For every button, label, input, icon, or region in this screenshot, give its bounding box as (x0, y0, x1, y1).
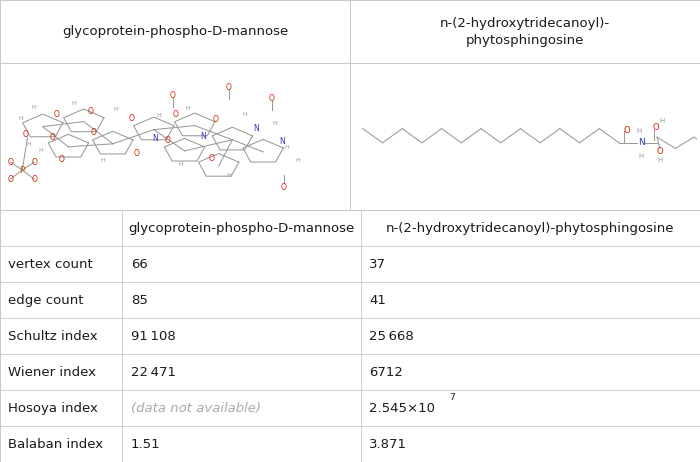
Text: O: O (209, 154, 215, 164)
Text: H: H (71, 101, 76, 106)
Text: 2.545×10: 2.545×10 (369, 401, 435, 414)
Text: H: H (186, 106, 190, 111)
Text: Schultz index: Schultz index (8, 329, 98, 343)
Text: glycoprotein-phospho-D-mannose: glycoprotein-phospho-D-mannose (128, 222, 355, 235)
Text: N: N (638, 138, 645, 147)
Text: H: H (295, 158, 300, 164)
Text: H: H (38, 148, 43, 153)
Text: O: O (8, 158, 13, 166)
Text: H: H (32, 105, 36, 110)
Text: 22 471: 22 471 (131, 365, 176, 378)
Text: 25 668: 25 668 (369, 329, 414, 343)
Text: H: H (657, 158, 662, 164)
Text: 66: 66 (131, 258, 148, 271)
Text: edge count: edge count (8, 294, 84, 307)
Text: O: O (624, 127, 630, 135)
Text: glycoprotein-phospho-D-mannose: glycoprotein-phospho-D-mannose (62, 25, 288, 38)
Text: O: O (88, 107, 94, 116)
Text: N: N (253, 124, 259, 133)
Text: Wiener index: Wiener index (8, 365, 97, 378)
Text: H: H (636, 128, 641, 134)
Text: H: H (638, 152, 644, 158)
Text: O: O (134, 149, 140, 158)
Text: O: O (173, 110, 179, 119)
Text: O: O (226, 83, 232, 91)
Text: O: O (59, 156, 64, 164)
Text: H: H (227, 173, 231, 178)
Text: n-(2-hydroxytridecanoyl)-
phytosphingosine: n-(2-hydroxytridecanoyl)- phytosphingosi… (440, 17, 610, 47)
Text: O: O (164, 136, 170, 145)
Text: vertex count: vertex count (8, 258, 93, 271)
Text: O: O (281, 183, 286, 192)
Text: H: H (114, 107, 118, 112)
Text: O: O (169, 91, 176, 100)
Text: 85: 85 (131, 294, 148, 307)
Text: Hosoya index: Hosoya index (8, 401, 98, 414)
Text: H: H (285, 146, 289, 150)
Text: H: H (242, 112, 246, 117)
Text: O: O (32, 175, 37, 184)
Text: H: H (659, 118, 665, 124)
Text: P: P (20, 165, 25, 175)
Text: 6712: 6712 (369, 365, 402, 378)
Text: H: H (273, 121, 277, 126)
Text: 41: 41 (369, 294, 386, 307)
Text: N: N (153, 134, 158, 143)
Text: H: H (27, 142, 31, 147)
Text: 91 108: 91 108 (131, 329, 176, 343)
Text: O: O (8, 175, 13, 184)
Text: H: H (18, 116, 23, 121)
Text: O: O (23, 130, 29, 139)
Text: 37: 37 (369, 258, 386, 271)
Text: Balaban index: Balaban index (8, 438, 104, 450)
Text: O: O (50, 133, 56, 142)
Text: O: O (657, 147, 663, 156)
Text: O: O (53, 110, 60, 119)
Text: O: O (269, 94, 274, 103)
Text: H: H (157, 113, 161, 118)
Text: N: N (200, 132, 206, 141)
Text: H: H (178, 162, 183, 166)
Text: O: O (212, 115, 218, 124)
Text: O: O (32, 158, 37, 166)
Text: O: O (91, 128, 97, 137)
Text: 1.51: 1.51 (131, 438, 160, 450)
Text: O: O (129, 114, 134, 123)
Text: 7: 7 (449, 394, 455, 402)
Text: H: H (100, 158, 105, 164)
Text: N: N (279, 137, 285, 146)
Text: O: O (652, 123, 659, 132)
Text: n-(2-hydroxytridecanoyl)-phytosphingosine: n-(2-hydroxytridecanoyl)-phytosphingosin… (386, 222, 675, 235)
Text: 3.871: 3.871 (369, 438, 407, 450)
Text: (data not available): (data not available) (131, 401, 261, 414)
